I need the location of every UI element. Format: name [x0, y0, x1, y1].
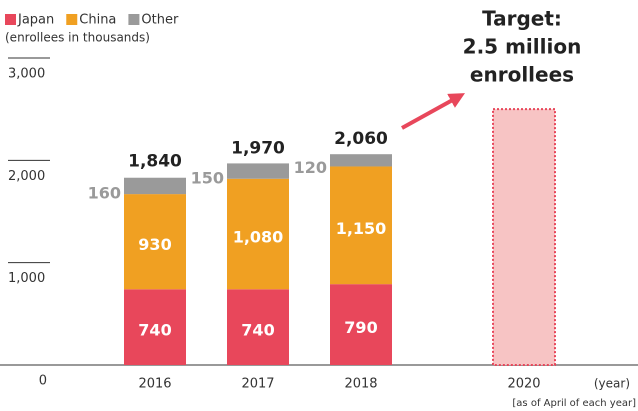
data-label: 1,150: [336, 219, 387, 238]
y-tick-label: 1,000: [8, 271, 45, 286]
bar-segment: [124, 289, 186, 365]
target-bar: [492, 108, 556, 366]
x-tick-label: 2017: [241, 377, 274, 392]
y-tick-label: 0: [39, 374, 47, 389]
bar-segment: [227, 178, 289, 290]
footnote: [as of April of each year]: [512, 398, 636, 409]
annotation: enrollees: [470, 63, 574, 87]
bar-segment: [124, 194, 186, 290]
legend-swatch: [66, 14, 78, 25]
x-tick-label: 2018: [344, 377, 377, 392]
data-label: 790: [344, 318, 377, 337]
x-tick-label: 2020: [507, 377, 540, 392]
unit-label: (enrollees in thousands): [5, 31, 150, 45]
arrow: [401, 93, 465, 130]
legend-swatch: [128, 14, 140, 25]
bar-segment: [227, 289, 289, 365]
total-label: 1,970: [231, 138, 285, 158]
bar-segment: [124, 177, 186, 195]
y-tick-label: 3,000: [8, 67, 45, 82]
data-label: 120: [294, 158, 327, 177]
bar-segment: [227, 163, 289, 179]
data-label: 150: [191, 169, 224, 188]
total-label: 2,060: [334, 129, 388, 149]
annotation: 2.5 million: [463, 35, 582, 59]
data-label: 1,080: [233, 228, 284, 247]
legend-label: Japan: [17, 13, 54, 28]
y-tick-label: 2,000: [8, 169, 45, 184]
bar-segment: [330, 284, 392, 365]
legend-label: China: [79, 13, 116, 28]
x-axis-label: (year): [594, 377, 630, 391]
data-label: 930: [138, 235, 171, 254]
data-label: 160: [88, 183, 121, 202]
data-label: 740: [138, 321, 171, 340]
legend-swatch: [5, 14, 16, 25]
bar-segment: [330, 166, 392, 285]
data-label: 740: [241, 321, 274, 340]
total-label: 1,840: [128, 152, 182, 172]
annotation: Target:: [482, 7, 562, 31]
legend-label: Other: [141, 13, 179, 28]
bar-segment: [330, 154, 392, 167]
x-tick-label: 2016: [138, 377, 171, 392]
